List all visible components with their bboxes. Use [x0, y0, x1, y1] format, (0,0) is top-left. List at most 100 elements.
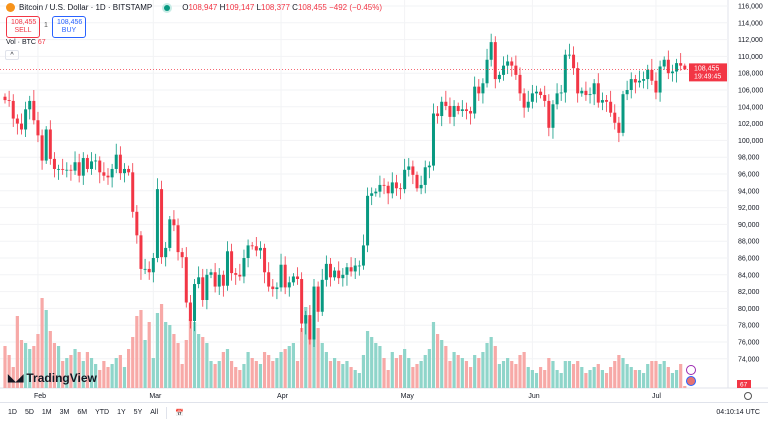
- price-tick-label: 106,000: [738, 88, 763, 95]
- candle-body: [3, 96, 7, 101]
- volume-bar: [646, 364, 650, 388]
- volume-bar: [69, 355, 73, 388]
- timeframe-5d[interactable]: 5D: [24, 409, 34, 416]
- candle-body: [629, 79, 633, 90]
- candle-body: [658, 66, 662, 93]
- candle-body: [102, 172, 106, 176]
- candle-body: [403, 169, 407, 190]
- candle-body: [24, 109, 28, 130]
- candle-body: [341, 274, 345, 279]
- candle-body: [662, 59, 666, 67]
- volume-bar: [497, 364, 501, 388]
- volume-bar: [510, 361, 514, 388]
- candle-body: [551, 104, 555, 128]
- price-tick-label: 90,000: [738, 222, 760, 229]
- candle-body: [69, 169, 73, 171]
- volume-bar: [127, 349, 131, 388]
- volume-bar: [440, 340, 444, 388]
- candle-body: [213, 272, 217, 287]
- timeframe-all[interactable]: All: [150, 409, 159, 416]
- chevron-up-icon[interactable]: ^: [5, 50, 19, 60]
- candle-body: [98, 160, 102, 173]
- candle-body: [464, 109, 468, 111]
- volume-bar: [378, 346, 382, 388]
- volume-bar: [662, 361, 666, 388]
- volume-bar: [571, 364, 576, 388]
- candle-body: [160, 189, 164, 258]
- current-price: 108,455: [694, 65, 719, 72]
- volume-bar: [530, 370, 534, 388]
- volume-bar: [139, 310, 143, 388]
- volume-bar: [650, 361, 654, 388]
- timeframe-6m[interactable]: 6M: [77, 409, 88, 416]
- candle-body: [683, 65, 687, 70]
- volume-bar: [28, 349, 32, 388]
- timeframe-1d[interactable]: 1D: [8, 409, 17, 416]
- volume-bar: [168, 325, 172, 388]
- event-flash-icon[interactable]: [686, 365, 696, 375]
- buy-button[interactable]: 108,456 BUY: [52, 16, 86, 38]
- settings-gear-icon[interactable]: [744, 392, 752, 400]
- timeframe-ytd[interactable]: YTD: [95, 409, 110, 416]
- candle-body: [312, 286, 316, 340]
- candle-body: [489, 42, 493, 60]
- candle-body: [94, 160, 98, 162]
- candle-body: [646, 69, 650, 80]
- price-tick-label: 102,000: [738, 121, 763, 128]
- candle-body: [654, 80, 658, 93]
- timeframe-1y[interactable]: 1Y: [117, 409, 126, 416]
- calendar-icon[interactable]: 📅: [175, 409, 184, 417]
- candle-body: [642, 79, 646, 81]
- candle-body: [151, 258, 155, 273]
- candle-body: [287, 282, 291, 288]
- candle-body: [580, 90, 584, 94]
- sell-button[interactable]: 108,455 SELL: [6, 16, 40, 38]
- candle-body: [617, 122, 621, 133]
- ohlc-values: O108,947 H109,147 L108,377 C108,455 −492…: [182, 3, 383, 12]
- candle-body: [279, 264, 283, 288]
- price-tick-label: 76,000: [738, 340, 760, 347]
- candle-body: [423, 167, 427, 185]
- volume-bar: [642, 373, 646, 388]
- price-chart[interactable]: 116,000 114,000 112,000 110,000 108,000 106,0…: [0, 0, 768, 402]
- volume-bar: [188, 319, 192, 388]
- volume-bar: [94, 364, 98, 388]
- volume-bar: [333, 358, 337, 388]
- candle-body: [85, 158, 89, 169]
- volume-bar: [419, 361, 423, 388]
- candle-body: [118, 154, 122, 174]
- candle-body: [217, 274, 221, 287]
- candle-body: [399, 188, 403, 190]
- price-tick-label: 88,000: [738, 239, 760, 246]
- candle-body: [324, 263, 328, 280]
- volume-bar: [192, 322, 197, 388]
- volume-bar: [295, 361, 300, 388]
- price-tick-label: 112,000: [738, 37, 763, 44]
- candle-body: [539, 91, 543, 96]
- timeframe-3m[interactable]: 3M: [59, 409, 70, 416]
- volume-bar: [551, 361, 555, 388]
- volume-bar: [102, 361, 106, 388]
- date-tick-label: May: [401, 393, 415, 400]
- price-tick-label: 104,000: [738, 104, 763, 111]
- volume-bar: [312, 310, 316, 388]
- candle-body: [633, 79, 637, 83]
- candle-body: [563, 54, 567, 93]
- timeframe-5y[interactable]: 5Y: [133, 409, 143, 416]
- volume-bar: [518, 355, 522, 388]
- economic-event-flag-icon[interactable]: [686, 376, 696, 386]
- candle-body: [415, 174, 419, 189]
- volume-bar: [135, 316, 139, 388]
- volume-bar: [514, 364, 518, 388]
- volume-bar: [654, 361, 658, 388]
- date-tick-label: Jul: [652, 393, 661, 400]
- volume-bar: [341, 364, 345, 388]
- candle-body: [164, 247, 168, 258]
- timeframe-1m[interactable]: 1M: [41, 409, 52, 416]
- volume-bar: [493, 346, 497, 388]
- symbol-title[interactable]: Bitcoin / U.S. Dollar · 1D · BITSTAMP: [19, 3, 153, 12]
- candle-body: [291, 276, 295, 283]
- volume-bar: [629, 367, 633, 388]
- candle-body: [592, 83, 596, 95]
- volume-bar: [56, 346, 61, 388]
